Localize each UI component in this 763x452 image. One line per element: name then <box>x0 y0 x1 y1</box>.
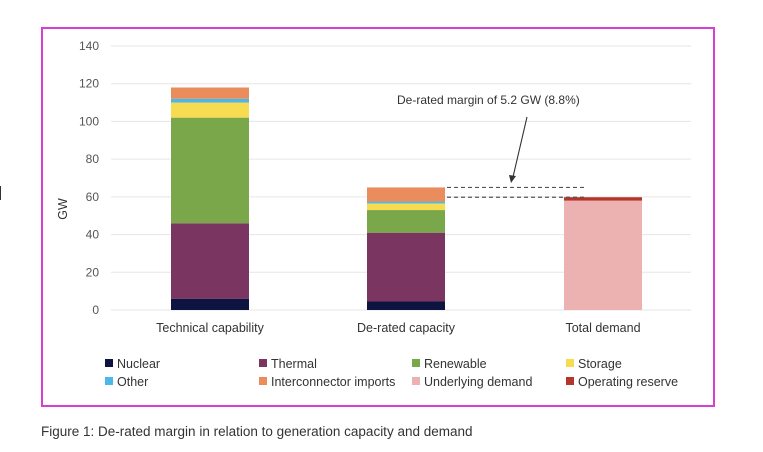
legend-label-operating-reserve: Operating reserve <box>578 375 678 389</box>
y-tick-80: 80 <box>86 152 100 166</box>
chart-frame: 0 20 40 60 80 100 120 140 GW Technical capabili… <box>41 27 715 407</box>
category-label-1: De-rated capacity <box>357 321 456 335</box>
bar-1-nuclear <box>367 301 445 310</box>
stray-mark <box>0 186 1 200</box>
legend-swatch-storage <box>566 359 574 367</box>
bar-0-thermal <box>171 223 249 299</box>
legend-swatch-nuclear <box>105 359 113 367</box>
legend-label-thermal: Thermal <box>271 357 317 371</box>
legend-swatch-interconnector-imports <box>259 377 267 385</box>
annotation-arrow-line <box>512 116 528 178</box>
legend-label-other: Other <box>117 375 148 389</box>
category-labels: Technical capability De-rated capacity Tot… <box>156 321 640 335</box>
legend-swatch-other <box>105 377 113 385</box>
y-axis-label: GW <box>56 198 70 220</box>
legend-swatch-renewable <box>412 359 420 367</box>
bar-0-nuclear <box>171 298 249 310</box>
legend-label-nuclear: Nuclear <box>117 357 160 371</box>
bar-1-interconnector-imports <box>367 187 445 202</box>
bar-1-renewable <box>367 210 445 233</box>
legend-label-underlying-demand: Underlying demand <box>424 375 532 389</box>
category-label-0: Technical capability <box>156 321 264 335</box>
legend-label-interconnector-imports: Interconnector imports <box>271 375 395 389</box>
y-tick-20: 20 <box>86 265 100 279</box>
y-tick-100: 100 <box>79 114 99 128</box>
annotation-arrow-head <box>509 175 516 183</box>
bar-1-other <box>367 201 445 204</box>
bar-0-storage <box>171 102 249 118</box>
bar-1-thermal <box>367 232 445 302</box>
y-tick-120: 120 <box>79 77 99 91</box>
legend-swatch-operating-reserve <box>566 377 574 385</box>
bar-0-interconnector-imports <box>171 87 249 99</box>
category-label-2: Total demand <box>565 321 640 335</box>
y-tick-40: 40 <box>86 228 100 242</box>
legend-swatch-underlying-demand <box>412 377 420 385</box>
legend-label-storage: Storage <box>578 357 622 371</box>
bar-2-operating-reserve <box>564 197 642 201</box>
bar-1-storage <box>367 203 445 211</box>
y-tick-140: 140 <box>79 39 99 53</box>
figure-caption: Figure 1: De-rated margin in relation to… <box>41 424 473 439</box>
bars <box>171 87 642 310</box>
y-tick-60: 60 <box>86 190 100 204</box>
bar-0-renewable <box>171 117 249 224</box>
margin-annotation: De-rated margin of 5.2 GW (8.8%) <box>397 93 587 198</box>
annotation-text: De-rated margin of 5.2 GW (8.8%) <box>397 93 580 107</box>
legend: Nuclear Thermal Renewable Storage Other Inter… <box>105 357 678 389</box>
y-axis-ticks: 0 20 40 60 80 100 120 140 <box>79 39 99 317</box>
legend-swatch-thermal <box>259 359 267 367</box>
legend-label-renewable: Renewable <box>424 357 487 371</box>
bar-2-underlying-demand <box>564 200 642 310</box>
stacked-bar-chart: 0 20 40 60 80 100 120 140 GW Technical capabili… <box>56 39 691 389</box>
bar-0-other <box>171 98 249 103</box>
y-tick-0: 0 <box>92 303 99 317</box>
